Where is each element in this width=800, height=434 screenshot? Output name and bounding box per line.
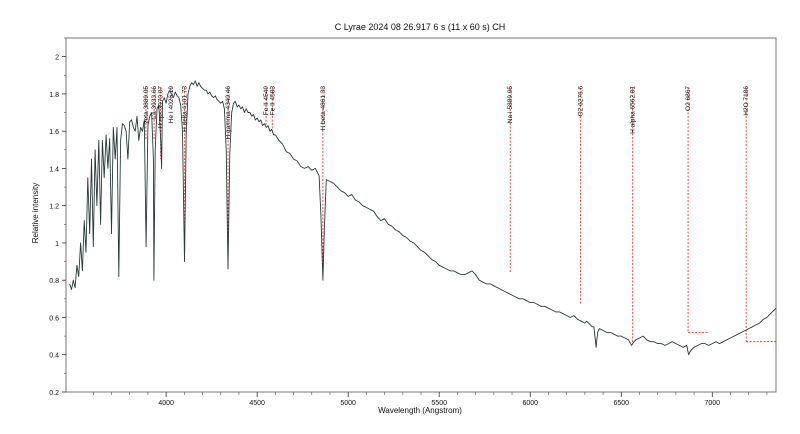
spectrum-series-line bbox=[69, 80, 777, 356]
y-tick-label: 1.6 bbox=[49, 129, 59, 136]
annotation-label: H alpha 6562.81 bbox=[630, 86, 637, 134]
y-tick-label: 0.6 bbox=[49, 315, 59, 322]
y-tick-label: 0.4 bbox=[49, 353, 59, 360]
annotation-label: He I 4026.19 bbox=[168, 86, 175, 124]
x-axis-label: Wavelength (Angstrom) bbox=[378, 406, 462, 415]
series-layer bbox=[69, 80, 777, 356]
axis-ticks: 4000 4500 5000 5500 6000 6500 7000 0.2 0.4 0.6 0.8… bbox=[49, 37, 768, 407]
x-tick-label: 6500 bbox=[613, 400, 629, 407]
line-annotations: zeta 3889.05 Ca 3933.66 H eps 3970.07 He I … bbox=[143, 86, 776, 344]
x-tick-label: 4500 bbox=[249, 400, 265, 407]
annotation-label: O2 6276.6 bbox=[578, 86, 585, 117]
annotation-label: Fe II 4583 bbox=[269, 86, 276, 116]
annotation-label: Ca 3933.66 bbox=[151, 86, 158, 120]
x-tick-label: 7000 bbox=[704, 400, 720, 407]
annotation-label: Fe II 4549 bbox=[263, 86, 270, 116]
annotation-label: O2 6867 bbox=[685, 86, 692, 111]
y-tick-label: 2 bbox=[55, 55, 59, 62]
x-tick-label: 4000 bbox=[158, 400, 174, 407]
y-tick-label: 0.2 bbox=[49, 390, 59, 397]
y-tick-label: 1.8 bbox=[49, 92, 59, 99]
y-axis-label: Relative intensity bbox=[31, 183, 40, 243]
y-tick-label: 1.4 bbox=[49, 166, 59, 173]
annotation-label: H2O 7186 bbox=[743, 86, 750, 116]
x-tick-label: 5500 bbox=[431, 400, 447, 407]
chart-title: C Lyrae 2024 08 26.917 6 s (11 x 60 s) C… bbox=[335, 22, 506, 32]
x-tick-label: 5000 bbox=[340, 400, 356, 407]
annotation-label: H delta 4101.73 bbox=[182, 86, 189, 132]
y-tick-label: 1.2 bbox=[49, 204, 59, 211]
annotation-label: H gamma 4340.46 bbox=[225, 86, 232, 140]
annotation-label: zeta 3889.05 bbox=[143, 86, 150, 124]
y-tick-label: 0.8 bbox=[49, 278, 59, 285]
annotation-label: H beta 4861.33 bbox=[320, 86, 327, 131]
annotation-label: Na I 5889.95 bbox=[507, 86, 514, 124]
y-tick-label: 1 bbox=[55, 241, 59, 248]
annotation-label: H eps 3970.07 bbox=[158, 86, 165, 129]
x-tick-label: 6000 bbox=[522, 400, 538, 407]
